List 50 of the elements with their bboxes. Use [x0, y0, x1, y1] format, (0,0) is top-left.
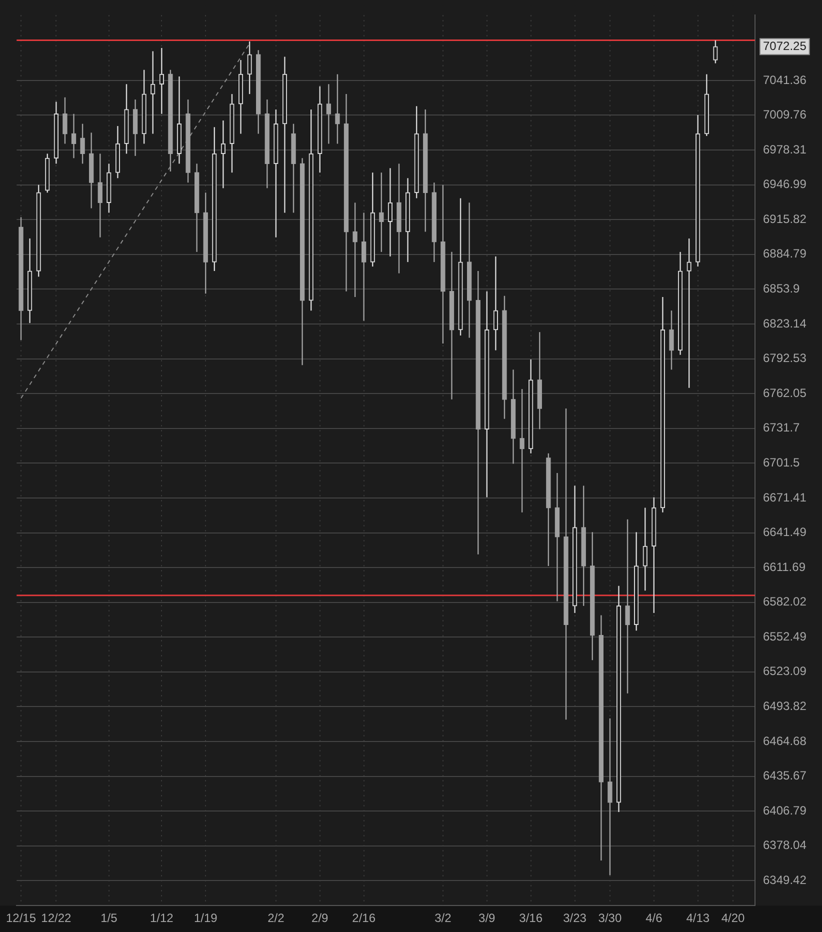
y-tick-label: 6946.99 [763, 177, 807, 192]
y-tick-label: 7041.36 [763, 72, 807, 87]
y-tick-label: 7009.76 [763, 108, 807, 122]
candlestick [362, 212, 366, 321]
y-tick-label: 6671.41 [763, 490, 807, 504]
x-tick-label: 1/5 [100, 911, 118, 926]
x-tick-label: 2/16 [352, 911, 376, 926]
candlestick [159, 48, 164, 114]
y-tick-label: 6406.79 [763, 803, 807, 818]
x-tick-label: 3/23 [563, 911, 587, 926]
y-tick-label: 6435.67 [763, 768, 807, 783]
x-tick-label: 1/19 [194, 911, 218, 926]
x-tick-label: 2/9 [312, 911, 329, 926]
x-tick-label: 2/2 [268, 911, 285, 926]
candlestick [388, 168, 393, 256]
x-tick-label: 1/12 [150, 911, 174, 926]
y-tick-label: 6378.04 [763, 838, 807, 852]
y-tick-label: 6731.7 [763, 420, 800, 435]
y-tick-label: 6978.31 [763, 142, 807, 156]
candlestick [71, 114, 76, 158]
x-tick-label: 3/2 [434, 911, 452, 926]
x-tick-label: 4/20 [721, 911, 746, 926]
y-tick-label: 6823.14 [763, 316, 807, 330]
x-tick-label: 4/13 [686, 911, 710, 926]
candlestick [554, 472, 560, 602]
candlestick [326, 84, 332, 144]
y-tick-label: 6552.49 [763, 629, 807, 644]
candlestick [493, 256, 498, 350]
y-tick-label: 6915.82 [763, 212, 807, 226]
y-tick-label: 6493.82 [763, 699, 807, 714]
y-tick-label: 6884.79 [763, 246, 807, 261]
x-tick-label: 3/16 [519, 911, 543, 926]
y-tick-label: 6701.5 [763, 455, 800, 470]
y-tick-label: 6762.05 [763, 386, 807, 400]
x-tick-label: 12/22 [41, 911, 72, 926]
y-tick-label: 6611.69 [763, 560, 806, 574]
y-tick-label: 6349.42 [763, 872, 807, 887]
x-tick-label: 3/30 [598, 911, 622, 926]
x-tick-label: 12/15 [6, 911, 36, 926]
y-tick-label: 6582.02 [763, 594, 807, 609]
x-tick-label: 3/9 [478, 911, 496, 926]
y-tick-label: 6792.53 [763, 351, 807, 366]
y-tick-label: 6464.68 [763, 734, 807, 748]
text: 7072.25 [763, 38, 807, 53]
y-tick-label: 6853.9 [763, 282, 800, 296]
y-tick-label: 6523.09 [763, 664, 807, 678]
y-tick-label: 6641.49 [763, 525, 807, 540]
x-tick-label: 4/6 [646, 911, 663, 926]
candlestick [449, 252, 454, 400]
candlestick [220, 120, 226, 188]
